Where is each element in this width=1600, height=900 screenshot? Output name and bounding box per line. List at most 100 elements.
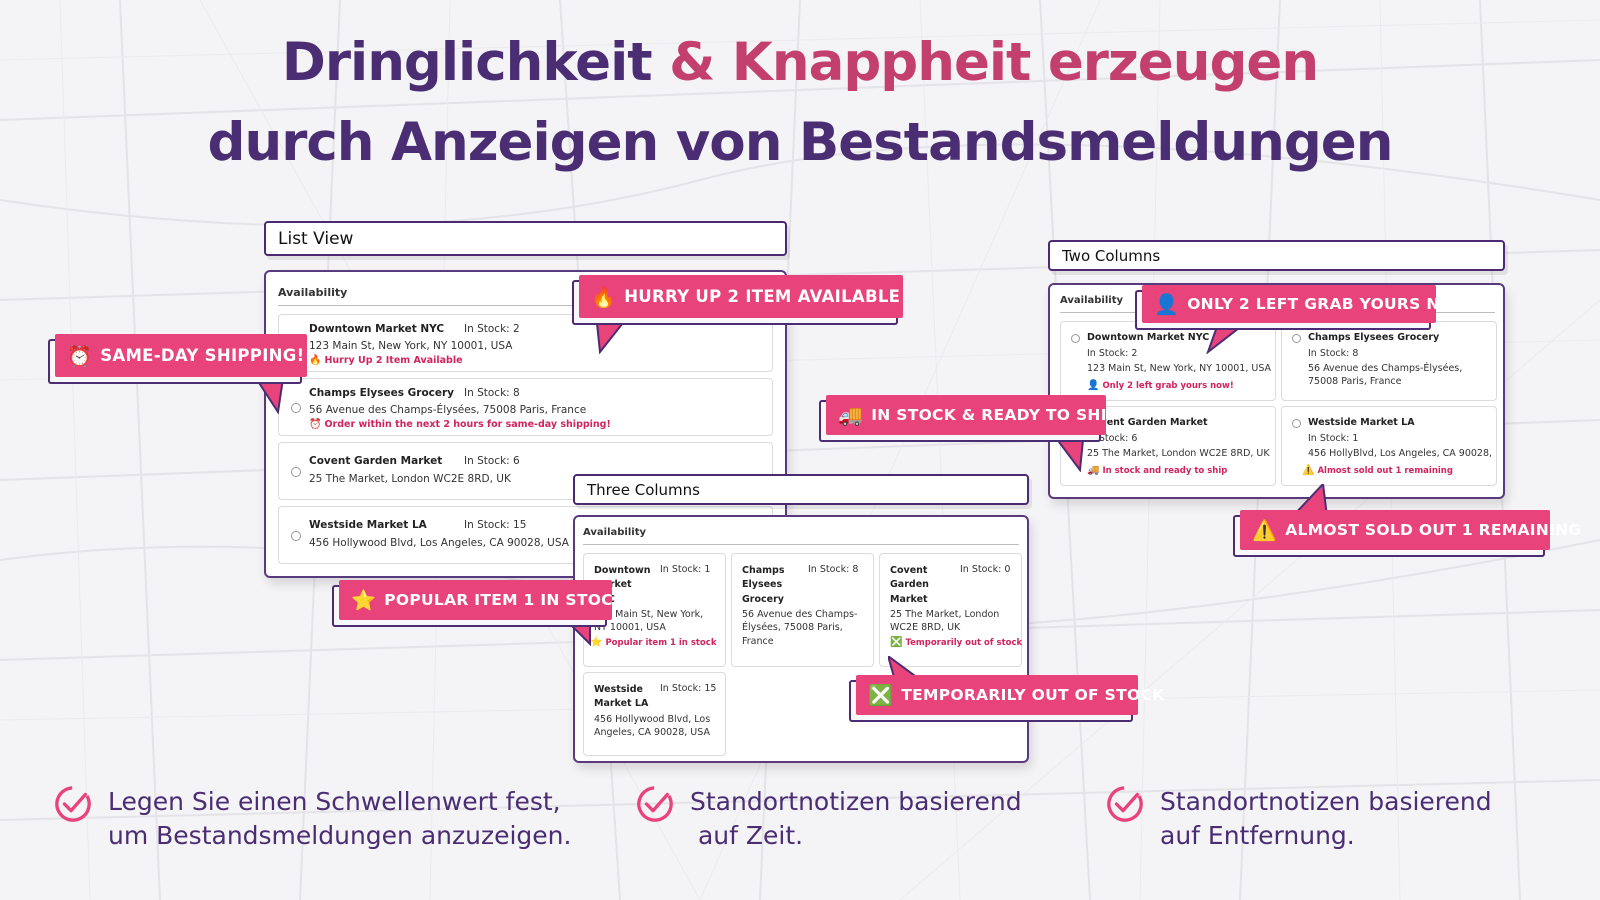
availability-label: Availability — [583, 527, 1019, 545]
red-x-icon: ❎ — [890, 637, 903, 648]
headline-part-1: Dringlichkeit — [281, 32, 670, 93]
out-of-stock-callout: ❎ TEMPORARILY OUT OF STOCK — [856, 675, 1164, 715]
store-address: 25 The Market, London WC2E 8RD, UK — [309, 473, 511, 485]
feature-time: Standortnotizen basierend auf Zeit. — [636, 785, 1022, 854]
feature-text-line-1: Legen Sie einen Schwellenwert fest, — [108, 787, 561, 816]
store-name: Champs Elysees Grocery — [1308, 332, 1440, 343]
headline-part-2-accent: & Knappheit erzeugen — [669, 32, 1319, 93]
store-address: 25 The Market, London WC2E 8RD, UK — [1087, 448, 1270, 459]
store-name: Champs Elysees Grocery — [309, 387, 455, 399]
list-view-panel: Availability Downtown Market NYC In Stoc… — [264, 270, 787, 578]
store-card[interactable]: Westside Market LA In Stock: 1 456 Holly… — [1281, 406, 1497, 486]
store-address: 123 Main St, New York, NY 10001, USA — [594, 609, 704, 634]
callout-pointer — [594, 314, 632, 354]
store-card[interactable]: Champs Elysees Grocery In Stock: 8 56 Av… — [731, 553, 874, 667]
feature-text-line-2: auf Entfernung. — [1160, 821, 1355, 851]
stock-message: Temporarily out of stock — [905, 638, 1023, 648]
feature-distance: Standortnotizen basierend auf Entfernung. — [1106, 785, 1492, 854]
star-icon: ⭐ — [351, 588, 377, 612]
feature-text-line-1: Standortnotizen basierend — [1160, 787, 1492, 816]
store-address: 123 Main St, New York, NY 10001, USA — [309, 340, 513, 352]
popular-item-callout: ⭐ POPULAR ITEM 1 IN STOCK — [339, 580, 625, 620]
store-name: Downtown Market NYC — [1087, 332, 1210, 343]
store-name: Westside Market LA — [309, 519, 427, 531]
list-view-title-bar: List View — [264, 221, 787, 256]
store-stock: In Stock: 6 — [464, 455, 520, 467]
store-stock: In Stock: 1 — [1308, 433, 1359, 444]
stock-message: Hurry Up 2 Item Available — [324, 355, 463, 366]
store-address: 456 Hollywood Blvd, Los Angeles, CA 9002… — [594, 714, 711, 739]
two-columns-title-bar: Two Columns — [1048, 240, 1505, 271]
feature-text-line-1: Standortnotizen basierend — [690, 787, 1022, 816]
warning-icon: ⚠️ — [1252, 518, 1278, 542]
store-address: 123 Main St, New York, NY 10001, USA — [1087, 363, 1272, 374]
ready-to-ship-callout: 🚚 IN STOCK & READY TO SHIP — [826, 395, 1118, 435]
store-name: Covent Garden Market — [890, 565, 929, 605]
star-icon: ⭐ — [590, 637, 603, 648]
warning-icon: ⚠️ — [1302, 465, 1315, 476]
callout-text: TEMPORARILY OUT OF STOCK — [901, 686, 1165, 704]
person-icon: 👤 — [1087, 380, 1100, 391]
store-address: 456 Hollywood Blvd, Los Angeles, CA 9002… — [309, 537, 569, 549]
store-stock: In Stock: 2 — [1087, 348, 1138, 359]
store-card[interactable]: Champs Elysees Grocery In Stock: 8 56 Av… — [1281, 321, 1497, 401]
store-radio[interactable] — [1292, 334, 1301, 343]
callout-pointer — [250, 372, 286, 414]
callout-text: POPULAR ITEM 1 IN STOCK — [384, 591, 626, 609]
callout-pointer — [558, 612, 591, 646]
availability-label: Availability — [278, 286, 773, 306]
store-stock: In Stock: 15 — [464, 519, 527, 531]
stock-message: Only 2 left grab yours now! — [1102, 381, 1234, 391]
store-name: Westside Market LA — [1308, 417, 1415, 428]
person-icon: 👤 — [1154, 292, 1180, 316]
store-row[interactable]: Champs Elysees Grocery In Stock: 8 56 Av… — [278, 378, 773, 436]
store-radio[interactable] — [291, 467, 301, 477]
store-stock: In Stock: 0 — [960, 564, 1011, 575]
store-radio[interactable] — [291, 531, 301, 541]
check-circle-icon — [637, 786, 673, 822]
fire-icon: 🔥 — [591, 284, 617, 309]
store-address: 456 HollyBlvd, Los Angeles, CA 90028, — [1308, 448, 1493, 459]
store-address: 25 The Market, London WC2E 8RD, UK — [890, 609, 1000, 634]
store-row[interactable]: Downtown Market NYC In Stock: 2 123 Main… — [278, 314, 773, 372]
fire-icon: 🔥 — [309, 355, 322, 366]
feature-text-line-2: um Bestandsmeldungen anzuzeigen. — [108, 821, 572, 851]
callout-text: SAME-DAY SHIPPING! — [100, 346, 305, 365]
store-name: Champs Elysees Grocery — [742, 565, 785, 605]
check-circle-icon — [55, 786, 91, 822]
callout-text: HURRY UP 2 ITEM AVAILABLE — [624, 287, 901, 306]
feature-threshold: Legen Sie einen Schwellenwert fest, um Be… — [54, 785, 571, 854]
store-address: 56 Avenue des Champs-Élysées, 75008 Pari… — [309, 404, 587, 416]
two-columns-title: Two Columns — [1062, 246, 1161, 265]
callout-text: IN STOCK & READY TO SHIP — [871, 406, 1119, 424]
store-stock: In Stock: 15 — [660, 683, 717, 694]
truck-icon: 🚚 — [1087, 465, 1100, 476]
callout-pointer — [1206, 318, 1254, 354]
alarm-clock-icon: ⏰ — [67, 343, 93, 368]
stock-message: Order within the next 2 hours for same-d… — [324, 419, 611, 430]
three-columns-title-bar: Three Columns — [573, 474, 1029, 505]
stock-message: In stock and ready to ship — [1102, 466, 1228, 476]
store-radio[interactable] — [1071, 334, 1080, 343]
callout-text: ALMOST SOLD OUT 1 REMAINING — [1285, 521, 1582, 539]
callout-text: ONLY 2 LEFT GRAB YOURS NOW! — [1187, 295, 1478, 313]
store-stock: In Stock: 8 — [808, 564, 859, 575]
feature-text-line-2: auf Zeit. — [690, 821, 804, 851]
only-left-callout: 👤 ONLY 2 LEFT GRAB YOURS NOW! — [1142, 285, 1478, 323]
list-view-title: List View — [278, 228, 354, 249]
store-address: 56 Avenue des Champs-Élysées, 75008 Pari… — [1308, 363, 1463, 388]
store-radio[interactable] — [291, 403, 301, 413]
store-card[interactable]: Westside Market LA In Stock: 15 456 Holl… — [583, 672, 726, 756]
same-day-shipping-callout: ⏰ SAME-DAY SHIPPING! — [55, 334, 307, 377]
store-radio[interactable] — [1292, 419, 1301, 428]
store-address: 56 Avenue des Champs-Élysées, 75008 Pari… — [742, 609, 858, 647]
alarm-clock-icon: ⏰ — [309, 419, 322, 430]
almost-sold-out-callout: ⚠️ ALMOST SOLD OUT 1 REMAINING — [1240, 510, 1581, 550]
store-card[interactable]: Covent Garden Market In Stock: 0 25 The … — [879, 553, 1022, 667]
headline-line-1: Dringlichkeit & Knappheit erzeugen — [0, 36, 1600, 89]
hurry-up-callout: 🔥 HURRY UP 2 ITEM AVAILABLE — [579, 275, 903, 318]
stock-message: Almost sold out 1 remaining — [1317, 466, 1453, 476]
three-columns-panel: Availability Downtown Market NYC In Stoc… — [573, 515, 1029, 763]
store-card[interactable]: Downtown Market NYC In Stock: 2 123 Main… — [1060, 321, 1276, 401]
store-name: Westside Market LA — [594, 684, 649, 710]
